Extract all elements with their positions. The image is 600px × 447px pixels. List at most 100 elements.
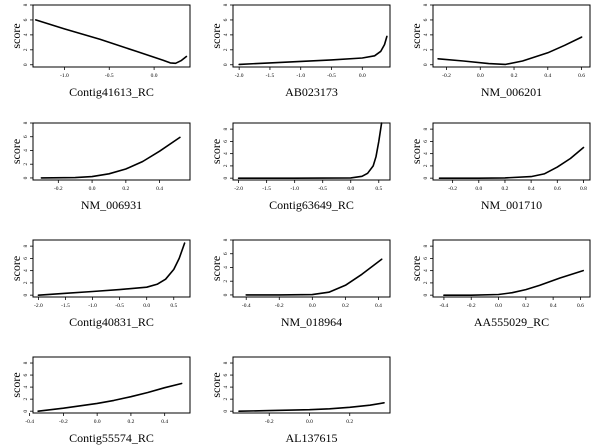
x-tick-label: -0.5 bbox=[105, 73, 114, 79]
y-tick-label: 0 bbox=[423, 177, 429, 180]
x-tick-label: 0.0 bbox=[347, 186, 354, 192]
panel: -2.0 -1.5 -1.0 -0.5 0.0 0.5 0 2 4 6 8 score Contig40… bbox=[9, 239, 191, 329]
x-tick-label: -1.0 bbox=[88, 303, 97, 309]
panel: -0.2 0.0 0.2 0 2 4 6 8 score AL137615 bbox=[209, 356, 391, 445]
y-tick-label: 6 bbox=[423, 18, 429, 21]
panel: -0.2 0.0 0.2 0.4 0 2 4 6 8 score NM_006931 bbox=[9, 121, 191, 212]
x-tick-label: -1.0 bbox=[290, 186, 299, 192]
x-tick-label: 0.2 bbox=[127, 419, 134, 425]
x-tick-label: 0.0 bbox=[309, 303, 316, 309]
y-tick-label: 2 bbox=[23, 48, 29, 51]
score-curve bbox=[245, 258, 383, 296]
y-tick-label: 6 bbox=[223, 252, 229, 255]
y-tick-label: 0 bbox=[223, 63, 229, 66]
x-tick-label: -0.2 bbox=[467, 303, 476, 309]
x-tick-label: 0.4 bbox=[550, 303, 557, 309]
plot-frame bbox=[32, 4, 191, 68]
y-axis-label: score bbox=[9, 256, 23, 281]
y-tick-label: 0 bbox=[223, 177, 229, 180]
y-tick-label: 8 bbox=[23, 3, 29, 6]
y-axis-label: score bbox=[209, 372, 223, 397]
plot-frame bbox=[32, 122, 191, 181]
plot-frame bbox=[232, 239, 391, 298]
score-curve bbox=[37, 242, 186, 297]
y-tick-label: 8 bbox=[223, 238, 229, 241]
y-tick-label: 4 bbox=[423, 33, 429, 36]
x-tick-label: 0.0 bbox=[359, 73, 366, 79]
score-curve bbox=[438, 146, 585, 179]
x-tick-label: 0.2 bbox=[511, 73, 518, 79]
y-axis-label: score bbox=[409, 139, 423, 164]
x-axis-label: Contig63649_RC bbox=[269, 198, 354, 212]
y-tick-label: 2 bbox=[223, 280, 229, 283]
panel: -2.0 -1.5 -1.0 -0.5 0.0 0 2 4 6 8 score AB023173 bbox=[209, 3, 391, 99]
y-tick-label: 0 bbox=[423, 294, 429, 297]
panel: -0.4 -0.2 0.0 0.2 0.4 0.6 0 2 4 6 8 score AA555029_R… bbox=[409, 239, 591, 329]
x-tick-label: 0.0 bbox=[151, 73, 158, 79]
y-tick-label: 2 bbox=[23, 163, 29, 166]
score-curve bbox=[238, 35, 388, 66]
y-tick-label: 8 bbox=[223, 361, 229, 364]
x-tick-label: 0.0 bbox=[475, 186, 482, 192]
x-tick-label: 0.6 bbox=[578, 73, 585, 79]
y-tick-label: 4 bbox=[23, 269, 29, 272]
y-tick-label: 2 bbox=[23, 398, 29, 401]
x-axis-label: Contig41613_RC bbox=[69, 85, 154, 99]
y-tick-label: 0 bbox=[223, 410, 229, 413]
x-tick-label: 0.4 bbox=[375, 303, 382, 309]
x-tick-label: -2.0 bbox=[234, 186, 243, 192]
plot-frame bbox=[32, 356, 191, 414]
score-curve bbox=[37, 382, 183, 413]
x-tick-label: -0.5 bbox=[318, 186, 327, 192]
y-tick-label: 6 bbox=[423, 140, 429, 143]
x-tick-label: -0.2 bbox=[275, 303, 284, 309]
x-tick-label: 0.2 bbox=[502, 186, 509, 192]
y-tick-label: 8 bbox=[23, 121, 29, 124]
y-tick-label: 8 bbox=[223, 3, 229, 6]
x-axis-label: NM_006201 bbox=[481, 85, 542, 99]
x-tick-label: -0.2 bbox=[59, 419, 68, 425]
y-tick-label: 0 bbox=[23, 410, 29, 413]
y-tick-label: 6 bbox=[23, 257, 29, 260]
score-curve bbox=[34, 19, 188, 65]
score-curve bbox=[238, 401, 385, 413]
plot-frame bbox=[232, 122, 391, 181]
y-tick-label: 0 bbox=[223, 293, 229, 296]
x-tick-label: -0.2 bbox=[442, 73, 451, 79]
x-axis-label: NM_006931 bbox=[81, 198, 142, 212]
y-tick-label: 6 bbox=[223, 140, 229, 143]
y-axis-label: score bbox=[209, 256, 223, 281]
score-curve bbox=[237, 122, 383, 179]
x-tick-label: -0.4 bbox=[440, 303, 449, 309]
x-tick-label: -0.5 bbox=[327, 73, 336, 79]
y-tick-label: 2 bbox=[223, 398, 229, 401]
y-tick-label: 4 bbox=[223, 266, 229, 269]
y-tick-label: 0 bbox=[23, 294, 29, 297]
y-tick-label: 8 bbox=[423, 128, 429, 131]
y-tick-label: 2 bbox=[223, 48, 229, 51]
x-tick-label: -0.5 bbox=[115, 303, 124, 309]
y-axis-label: score bbox=[9, 23, 23, 48]
panel: -0.4 -0.2 0.0 0.2 0.4 0 2 4 6 8 score Contig55574_R… bbox=[9, 356, 191, 445]
x-axis-label: AA555029_RC bbox=[474, 315, 549, 329]
x-axis-label: Contig55574_RC bbox=[69, 431, 154, 445]
y-tick-label: 8 bbox=[23, 361, 29, 364]
x-axis-label: AB023173 bbox=[285, 85, 338, 99]
y-tick-label: 8 bbox=[223, 128, 229, 131]
y-tick-label: 2 bbox=[423, 48, 429, 51]
x-tick-label: 0.4 bbox=[161, 419, 168, 425]
y-tick-label: 4 bbox=[423, 269, 429, 272]
plot-frame bbox=[432, 239, 591, 298]
y-tick-label: 6 bbox=[423, 257, 429, 260]
x-tick-label: 0.0 bbox=[89, 186, 96, 192]
y-axis-label: score bbox=[209, 23, 223, 48]
x-tick-label: 0.4 bbox=[528, 186, 535, 192]
x-tick-label: -0.2 bbox=[54, 186, 63, 192]
y-tick-label: 2 bbox=[23, 281, 29, 284]
x-axis-label: NM_001710 bbox=[481, 198, 542, 212]
y-axis-label: score bbox=[9, 372, 23, 397]
x-tick-label: 0.4 bbox=[156, 186, 163, 192]
x-tick-label: 0.6 bbox=[577, 303, 584, 309]
x-tick-label: 0.8 bbox=[580, 186, 587, 192]
